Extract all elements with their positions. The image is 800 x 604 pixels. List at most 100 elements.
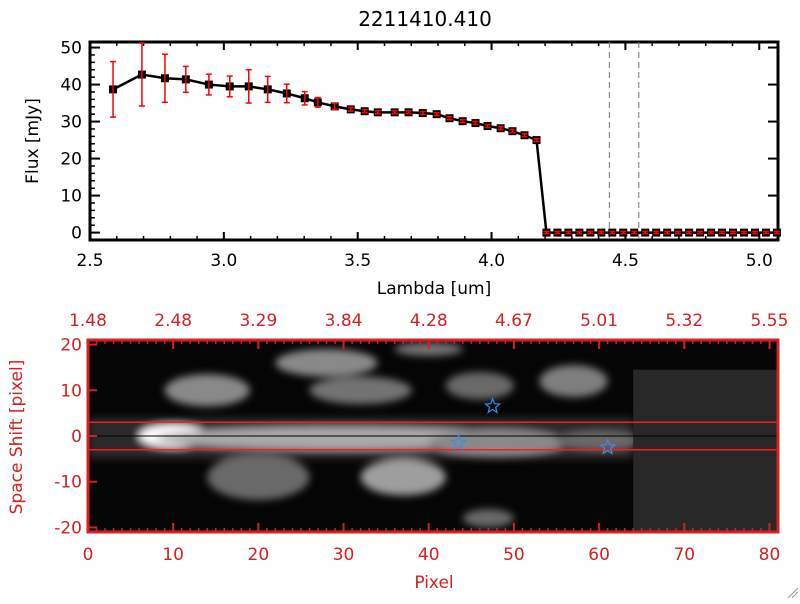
error-bar — [472, 120, 479, 126]
x-tick-label: 80 — [759, 545, 781, 565]
image-blob — [394, 342, 463, 356]
error-bar — [405, 110, 412, 115]
error-bar — [598, 230, 605, 235]
bottom-chart-ylabel: Space Shift [pixel] — [7, 360, 27, 515]
x-tick-label: 3.5 — [344, 251, 371, 271]
y-tick-label: 40 — [60, 76, 82, 96]
image-blob — [462, 509, 514, 528]
x-tick-label: 50 — [503, 545, 525, 565]
wavelength-tick-label: 4.28 — [410, 311, 448, 331]
error-bar — [543, 230, 550, 235]
wavelength-tick-label: 5.01 — [580, 311, 618, 331]
y-tick-label: 20 — [60, 150, 82, 170]
error-bar — [205, 73, 212, 96]
x-tick-label: 0 — [83, 545, 94, 565]
wavelength-tick-label: 5.32 — [665, 311, 703, 331]
y-tick-label: -10 — [54, 473, 82, 493]
y-tick-label: -20 — [54, 518, 82, 538]
error-bar — [762, 230, 769, 235]
error-bar — [533, 137, 540, 143]
x-tick-label: 70 — [673, 545, 695, 565]
spectral-image-plot: 0 1.48 10 2.48 20 3.29 30 3.84 40 4.28 50 4.67 60 5.0… — [54, 311, 788, 565]
star-marker-icon — [598, 438, 617, 455]
wavelength-tick-label: 2.48 — [154, 311, 192, 331]
masked-region — [633, 369, 778, 532]
error-bar — [245, 69, 252, 104]
error-bar — [419, 110, 426, 116]
error-bar — [653, 230, 660, 235]
error-bar — [110, 60, 117, 118]
error-bar — [301, 90, 308, 106]
x-tick-label: 30 — [333, 545, 355, 565]
error-bar — [576, 230, 583, 235]
error-bar — [620, 230, 627, 235]
error-bar — [484, 123, 491, 129]
x-tick-label: 4.5 — [612, 251, 639, 271]
error-bar — [719, 230, 726, 235]
error-bar — [433, 111, 440, 117]
error-bar — [587, 230, 594, 235]
error-bar — [642, 230, 649, 235]
error-bar — [161, 53, 168, 104]
error-bar — [631, 230, 638, 235]
star-marker-icon — [449, 433, 468, 451]
x-tick-label: 4.0 — [478, 251, 505, 271]
error-bar — [182, 65, 189, 94]
image-blob — [309, 376, 412, 404]
bottom-chart-xlabel: Pixel — [414, 573, 453, 593]
image-blob — [556, 431, 634, 450]
wavelength-tick-label: 4.67 — [495, 311, 533, 331]
x-tick-label: 40 — [418, 545, 440, 565]
y-tick-label: 20 — [60, 336, 82, 356]
x-tick-label: 3.0 — [210, 251, 237, 271]
error-bar — [459, 118, 466, 124]
image-blob — [428, 429, 566, 457]
error-bar — [446, 116, 453, 121]
x-tick-label: 60 — [588, 545, 610, 565]
spectrum-plot: 2.5 3.0 3.5 4.0 4.5 5.0 0 10 20 30 40 50 — [60, 39, 781, 271]
wavelength-tick-label: 5.55 — [751, 311, 789, 331]
error-bar — [741, 230, 748, 235]
wavelength-tick-label: 3.84 — [325, 311, 363, 331]
y-tick-label: 50 — [60, 39, 82, 59]
error-bar — [138, 42, 145, 107]
error-bar — [226, 75, 233, 98]
error-bar — [314, 96, 321, 108]
top-chart-xlabel: Lambda [um] — [377, 279, 491, 299]
image-blob — [360, 458, 446, 496]
y-tick-label: 0 — [71, 427, 82, 447]
error-bar — [708, 230, 715, 235]
x-tick-label: 2.5 — [76, 251, 103, 271]
y-tick-label: 10 — [60, 381, 82, 401]
error-bar — [609, 230, 616, 235]
wavelength-tick-label: 1.48 — [69, 311, 107, 331]
error-bar — [675, 230, 682, 235]
error-bar — [565, 230, 572, 235]
flux-line — [112, 73, 777, 234]
error-bar — [773, 230, 780, 235]
error-bar — [554, 230, 561, 235]
error-bar — [697, 230, 704, 235]
error-bar — [497, 126, 504, 131]
resize-grip-icon[interactable] — [787, 587, 799, 599]
image-blob — [539, 365, 608, 398]
y-tick-label: 0 — [71, 224, 82, 244]
top-chart-title: 2211410.410 — [358, 7, 492, 31]
image-blob — [207, 454, 310, 500]
y-tick-label: 30 — [60, 113, 82, 133]
top-chart-ylabel: Flux [mJy] — [23, 98, 43, 184]
error-bar — [686, 230, 693, 235]
error-bar — [283, 83, 290, 104]
plot-frame — [88, 40, 780, 242]
image-blob — [445, 372, 514, 400]
star-marker-icon — [483, 397, 502, 414]
error-bar — [391, 110, 398, 115]
error-bar — [347, 106, 354, 112]
y-tick-label: 10 — [60, 187, 82, 207]
x-tick-label: 20 — [248, 545, 270, 565]
error-bar — [521, 133, 528, 138]
error-bar — [751, 230, 758, 235]
wavelength-tick-label: 3.29 — [239, 311, 277, 331]
error-bar — [374, 110, 381, 115]
